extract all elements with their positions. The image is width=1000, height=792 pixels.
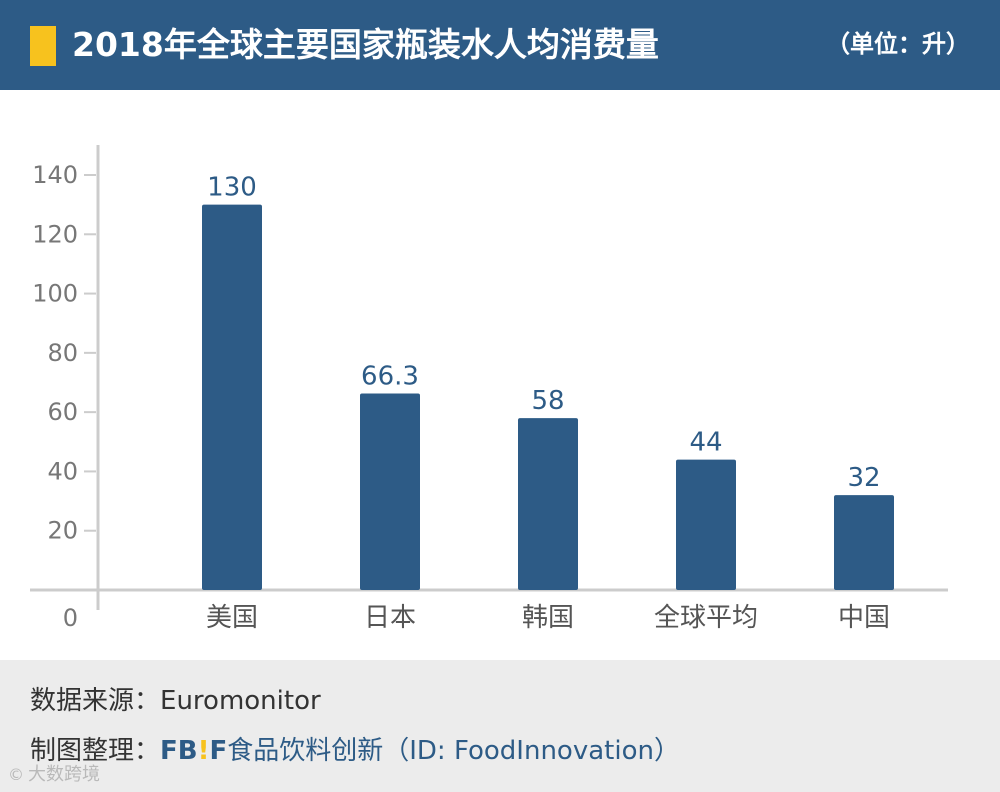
- source-line: 数据来源：Euromonitor: [30, 680, 321, 717]
- bar: [834, 495, 894, 590]
- watermark-text: 大数跨境: [28, 764, 100, 785]
- category-label: 日本: [364, 603, 416, 633]
- value-label: 66.3: [361, 361, 419, 391]
- brand-id: （ID: FoodInnovation）: [383, 736, 680, 766]
- value-label: 58: [531, 386, 564, 416]
- maker-label: 制图整理：: [30, 736, 161, 766]
- y-tick-label: 80: [47, 339, 78, 367]
- category-label: 美国: [206, 603, 258, 633]
- corner-watermark: © 大数跨境: [8, 760, 100, 786]
- y-tick-label: 120: [32, 220, 78, 248]
- source-label: 数据来源：: [30, 686, 161, 716]
- bar: [202, 204, 262, 590]
- value-label-group: 130 66.3 58 44 32: [207, 173, 880, 494]
- brand-name: 食品饮料创新: [227, 736, 384, 766]
- y-tick-label: 60: [47, 398, 78, 426]
- bar-group: [202, 204, 894, 590]
- chart-title: 2018年全球主要国家瓶装水人均消费量: [72, 25, 659, 64]
- bar: [518, 418, 578, 590]
- y-axis: 0 20 40 60 80 100 120 140: [32, 145, 100, 632]
- value-label: 44: [689, 428, 722, 458]
- bar-chart: 0 20 40 60 80 100 120 140 130 66.3 58 44 32 美国 日本 韩国 全…: [30, 145, 948, 633]
- category-label-group: 美国 日本 韩国 全球平均 中国: [206, 603, 890, 633]
- value-label: 130: [207, 173, 257, 203]
- title-accent-bar: [30, 26, 56, 66]
- y-tick-label: 40: [47, 457, 78, 485]
- y-tick-label: 20: [47, 517, 78, 545]
- footer: 数据来源：Euromonitor 制图整理：FB!F食品饮料创新（ID: Foo…: [0, 660, 1000, 792]
- source-value: Euromonitor: [160, 686, 321, 716]
- bar: [360, 393, 420, 590]
- brand-logo: FB!F: [160, 736, 228, 766]
- maker-line: 制图整理：FB!F食品饮料创新（ID: FoodInnovation）: [30, 730, 680, 767]
- value-label: 32: [847, 463, 880, 493]
- category-label: 韩国: [522, 603, 574, 633]
- bar: [676, 459, 736, 590]
- category-label: 全球平均: [654, 603, 758, 633]
- y-tick-label: 140: [32, 161, 78, 189]
- watermark-logo-icon: ©: [8, 765, 24, 784]
- y-tick-label: 100: [32, 280, 78, 308]
- unit-label: （单位：升）: [826, 30, 970, 58]
- title-bar: 2018年全球主要国家瓶装水人均消费量 （单位：升）: [0, 0, 1000, 90]
- y-tick-label: 0: [63, 604, 78, 632]
- category-label: 中国: [838, 603, 890, 633]
